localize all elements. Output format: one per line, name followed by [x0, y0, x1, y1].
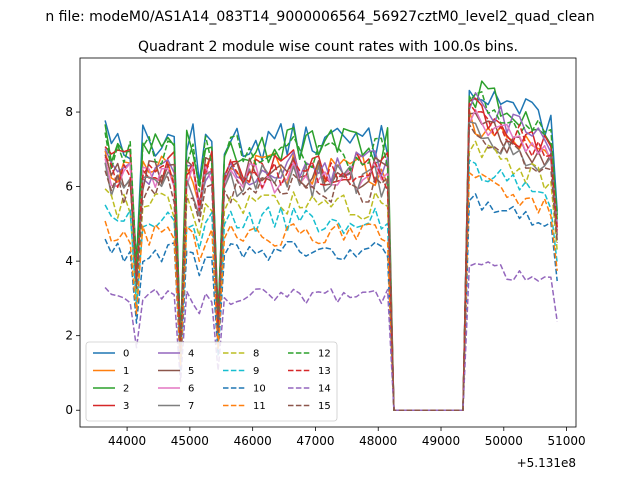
x-offset-label: +5.131e8 — [517, 456, 576, 470]
y-tick-label: 2 — [65, 329, 73, 343]
y-tick-label: 6 — [65, 180, 73, 194]
legend-label-6: 6 — [188, 384, 194, 395]
series-line-9 — [104, 159, 558, 411]
legend-label-4: 4 — [188, 349, 194, 360]
legend-label-3: 3 — [123, 401, 129, 412]
x-tick-label: 49000 — [422, 434, 460, 448]
plot-frame — [79, 57, 577, 428]
y-tick-label: 0 — [65, 403, 73, 417]
x-tick-label: 46000 — [234, 434, 272, 448]
legend-label-14: 14 — [318, 384, 331, 395]
x-tick-label: 48000 — [359, 434, 397, 448]
legend-label-1: 1 — [123, 366, 129, 377]
series-line-12 — [104, 91, 558, 411]
y-tick-label: 4 — [65, 254, 73, 268]
series-line-11 — [104, 171, 558, 411]
axes: 44000 45000 46000 47000 48000 49000 50000 51000… — [65, 105, 585, 448]
x-tick-label: 45000 — [171, 434, 209, 448]
legend-label-9: 9 — [253, 366, 259, 377]
figure-suptitle: n file: modeM0/AS1A14_083T14_9000006564_… — [45, 9, 594, 25]
legend-label-15: 15 — [318, 401, 331, 412]
chart-title: Quadrant 2 module wise count rates with … — [138, 39, 518, 55]
x-tick-label: 50000 — [485, 434, 523, 448]
x-tick-label: 47000 — [296, 434, 334, 448]
legend-label-11: 11 — [253, 401, 266, 412]
legend-label-2: 2 — [123, 384, 129, 395]
legend-label-7: 7 — [188, 401, 194, 412]
series-line-15 — [104, 123, 558, 411]
legend-label-8: 8 — [253, 349, 259, 360]
legend-label-12: 12 — [318, 349, 331, 360]
legend-label-13: 13 — [318, 366, 331, 377]
x-tick-label: 51000 — [547, 434, 585, 448]
legend-box — [85, 341, 338, 422]
legend-label-10: 10 — [253, 384, 266, 395]
legend-label-0: 0 — [123, 349, 129, 360]
x-tick-label: 44000 — [108, 434, 146, 448]
y-tick-label: 8 — [65, 105, 73, 119]
legend-label-5: 5 — [188, 366, 194, 377]
